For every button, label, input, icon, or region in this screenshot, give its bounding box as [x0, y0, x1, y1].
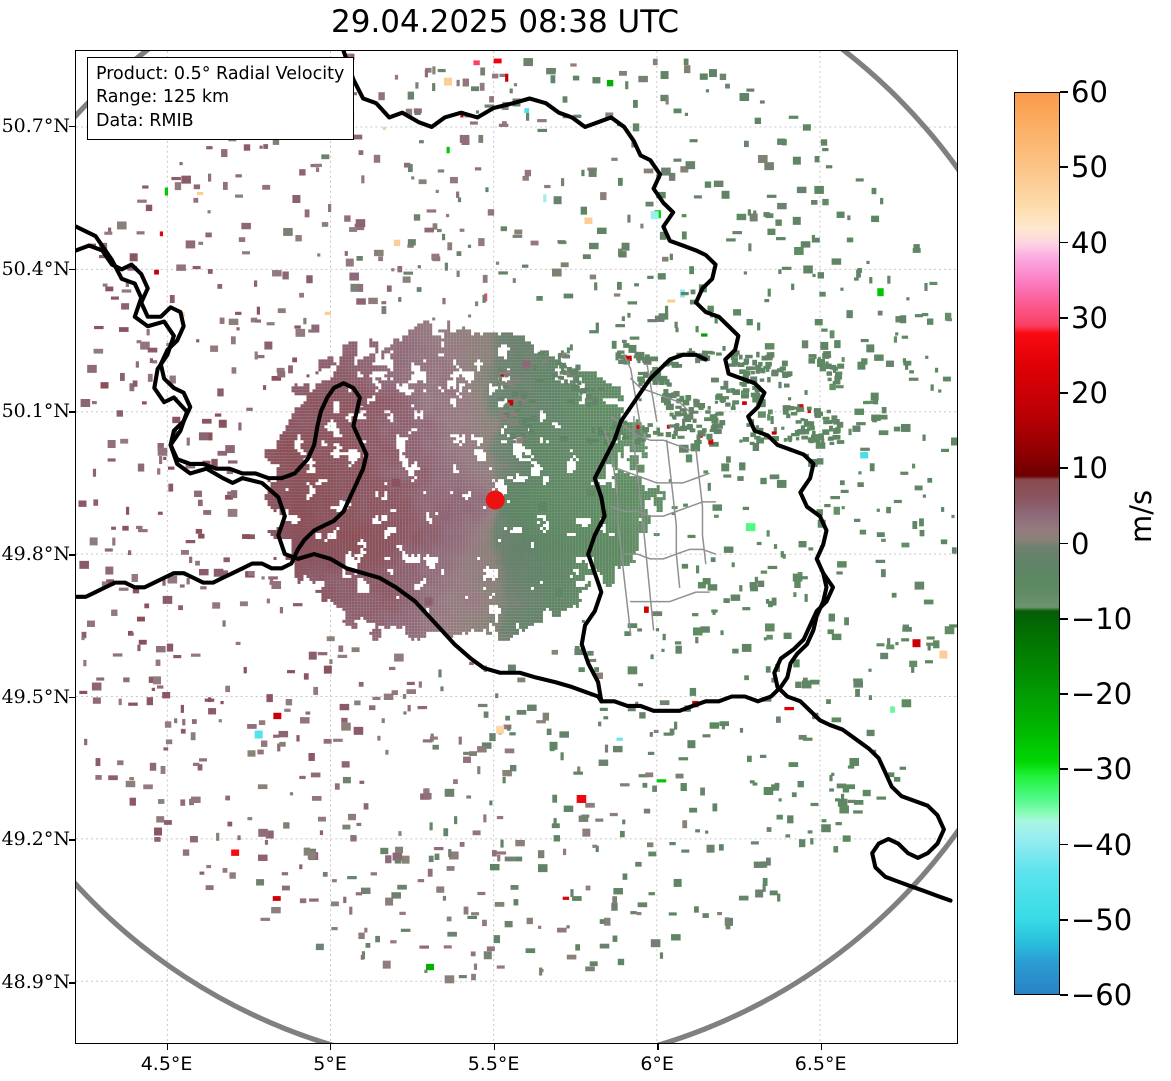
- colorbar-tick-label-neg40: −40: [1071, 827, 1133, 862]
- colorbar-tick-label-10: 10: [1071, 451, 1108, 486]
- border-north-east-chain: [341, 51, 953, 903]
- lon-tick-label-2: 5.5°E: [467, 1053, 520, 1075]
- subregion-border-11: [623, 354, 642, 427]
- echo-sample-point-2: [440, 512, 449, 521]
- lon-tick-mark-1: [330, 1044, 332, 1050]
- lat-tick-label-3: 49.8°N: [1, 543, 70, 566]
- colorbar-tick-neg20: [1060, 693, 1068, 695]
- border-france-luxembourg-south: [599, 571, 829, 713]
- colorbar-tick-label-neg30: −30: [1071, 752, 1133, 787]
- colorbar-tick-label-neg50: −50: [1071, 902, 1133, 937]
- colorbar-tick-50: [1060, 166, 1068, 169]
- lat-tick-mark-4: [69, 696, 75, 699]
- lon-tick-label-0: 4.5°E: [140, 1053, 193, 1075]
- colorbar-tick-label-neg20: −20: [1071, 677, 1133, 711]
- colorbar-tick-20: [1060, 392, 1068, 394]
- subregion-border-9: [629, 377, 691, 413]
- colorbar-tick-label-neg10: −10: [1071, 601, 1133, 636]
- lon-tick-label-1: 5°E: [313, 1053, 347, 1075]
- lon-tick-label-3: 6°E: [640, 1053, 674, 1075]
- radar-echo-field: [78, 53, 957, 984]
- colorbar-tick-neg10: [1060, 617, 1068, 620]
- echo-sample-point-11: [254, 730, 263, 739]
- colorbar[interactable]: [1014, 92, 1060, 995]
- info-data-line: Data: RMIB: [96, 110, 194, 131]
- lat-tick-label-6: 48.9°N: [1, 971, 70, 994]
- lat-tick-mark-3: [69, 554, 75, 556]
- colorbar-unit-label: m/s: [1124, 489, 1158, 543]
- colorbar-tick-label-0: 0: [1071, 526, 1090, 561]
- info-range-line: Range: 125 km: [96, 87, 230, 108]
- echo-sample-point-9: [424, 597, 433, 606]
- subregion-border-7: [695, 448, 707, 565]
- colorbar-tick-0: [1060, 542, 1068, 545]
- colorbar-tick-neg50: [1060, 918, 1068, 921]
- lat-tick-label-4: 49.5°N: [1, 685, 70, 708]
- border-belgium-luxembourg: [579, 352, 708, 704]
- colorbar-tick-40: [1060, 241, 1068, 244]
- colorbar-tick-60: [1060, 91, 1068, 93]
- echo-sample-point-6: [636, 464, 645, 473]
- lon-tick-mark-2: [493, 1044, 495, 1050]
- lon-tick-mark-0: [166, 1044, 168, 1050]
- subregion-border-10: [646, 363, 658, 423]
- echo-sample-point-0: [342, 493, 351, 502]
- info-product-line: Product: 0.5° Radial Velocity: [96, 64, 345, 84]
- lat-tick-mark-2: [69, 411, 75, 413]
- echo-sample-point-10: [554, 588, 563, 597]
- colorbar-tick-label-50: 50: [1071, 150, 1108, 185]
- colorbar-tick-label-neg60: −60: [1071, 978, 1133, 1012]
- lat-tick-label-1: 50.4°N: [1, 257, 70, 280]
- subregion-border-5: [633, 415, 655, 631]
- echo-sample-point-7: [359, 398, 368, 407]
- lat-tick-mark-0: [69, 126, 75, 128]
- colorbar-tick-label-60: 60: [1071, 75, 1108, 109]
- echo-sample-point-12: [496, 725, 505, 734]
- colorbar-gradient: [1014, 92, 1060, 995]
- lat-tick-label-5: 49.2°N: [1, 828, 70, 851]
- lon-tick-mark-3: [657, 1044, 659, 1050]
- subregion-border-8: [603, 429, 632, 636]
- colorbar-tick-neg30: [1060, 768, 1068, 771]
- lat-tick-label-0: 50.7°N: [1, 115, 70, 138]
- echo-sample-point-5: [587, 488, 596, 497]
- colorbar-tick-10: [1060, 467, 1068, 470]
- lat-tick-mark-1: [69, 268, 75, 271]
- lon-tick-label-4: 6.5°E: [794, 1053, 847, 1075]
- colorbar-tick-neg40: [1060, 843, 1068, 846]
- lat-tick-mark-6: [69, 982, 75, 984]
- border-belgium-france: [76, 224, 604, 704]
- radar-map-plot[interactable]: [75, 50, 958, 1044]
- echo-sample-point-4: [538, 502, 547, 511]
- border-northwest-lobe: [76, 243, 369, 599]
- radar-site-marker[interactable]: [485, 490, 505, 510]
- lat-tick-label-2: 50.1°N: [1, 400, 70, 423]
- lon-tick-mark-4: [820, 1044, 823, 1050]
- colorbar-tick-neg60: [1060, 994, 1068, 996]
- subregion-border-0: [610, 415, 691, 451]
- lat-tick-mark-5: [69, 839, 75, 841]
- radar-map-canvas[interactable]: [76, 51, 957, 1043]
- subregion-border-6: [665, 439, 681, 589]
- subregion-border-4: [629, 591, 710, 603]
- colorbar-tick-label-20: 20: [1071, 376, 1108, 410]
- product-info-box: Product: 0.5° Radial Velocity Range: 125…: [87, 57, 355, 140]
- subregion-border-3: [623, 548, 717, 560]
- subregion-border-2: [610, 501, 717, 517]
- colorbar-tick-30: [1060, 316, 1068, 319]
- page-title: 29.04.2025 08:38 UTC: [331, 4, 679, 40]
- subregion-borders: [603, 354, 717, 636]
- country-borders: [76, 51, 953, 903]
- colorbar-tick-label-30: 30: [1071, 300, 1108, 335]
- echo-sample-point-1: [391, 478, 400, 487]
- subregion-border-1: [616, 467, 710, 484]
- echo-sample-point-8: [522, 360, 531, 369]
- colorbar-tick-label-40: 40: [1071, 225, 1108, 260]
